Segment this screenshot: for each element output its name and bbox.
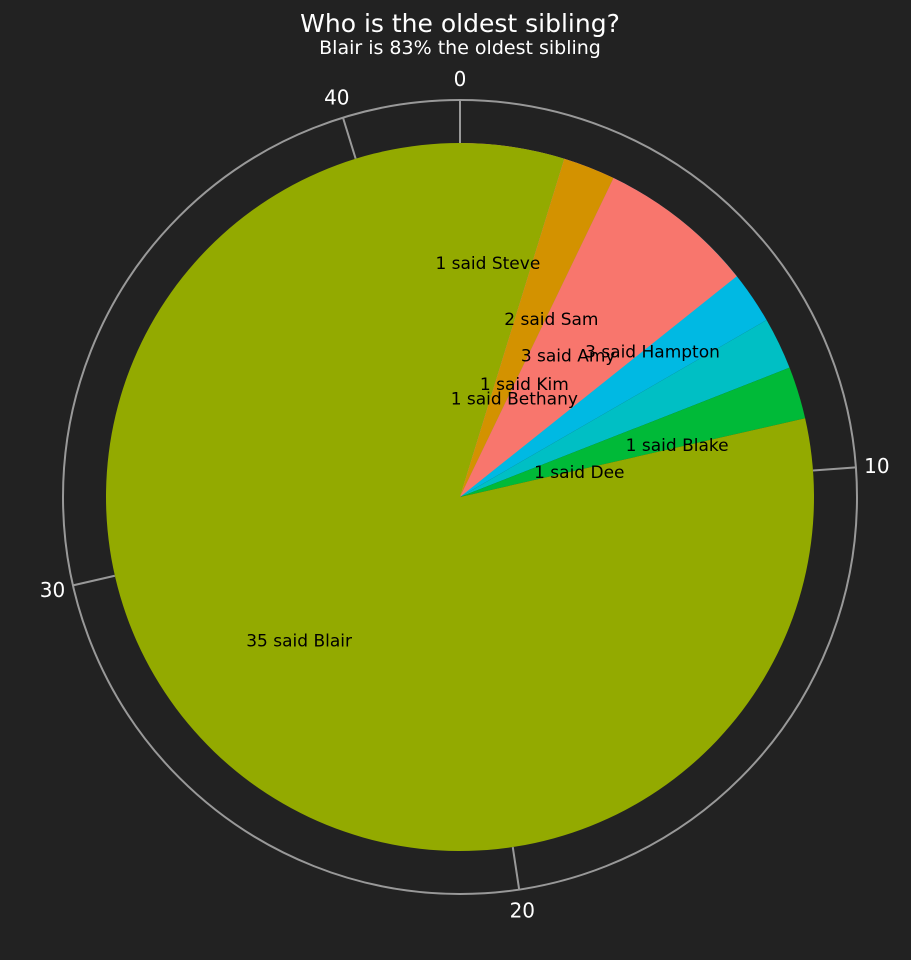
slice-label-bethany: 1 said Bethany — [451, 390, 578, 410]
axis-tick-label: 10 — [864, 454, 889, 478]
radial-axis: 0 10 20 30 40 — [40, 67, 890, 922]
slice-label-blake: 1 said Blake — [626, 436, 729, 456]
slice-label-sam: 2 said Sam — [504, 310, 598, 330]
pie-slices — [106, 142, 814, 851]
slice-label-hampton: 3 said Hampton — [585, 342, 720, 362]
slice-label-dee: 1 said Dee — [534, 463, 624, 483]
slice-label-amy: 3 said Amy — [521, 346, 616, 366]
axis-tick — [72, 574, 116, 587]
slice-label-blair: 35 said Blair — [246, 631, 352, 651]
slice-label-steve: 1 said Steve — [435, 254, 540, 274]
pie-slice-bethany — [460, 158, 614, 497]
pie-slice-blake — [460, 367, 806, 497]
axis-tick-label: 40 — [324, 86, 349, 110]
axis-tick — [812, 466, 856, 472]
axis-tick-label: 20 — [510, 898, 535, 922]
axis-tick — [511, 846, 521, 890]
slice-label-kim: 1 said Kim — [480, 375, 569, 395]
axis-tick-label: 0 — [454, 67, 467, 91]
pie-slice-dee — [460, 320, 790, 497]
axis-tick — [342, 117, 357, 160]
pie-slice-amy — [460, 178, 737, 498]
chart-subtitle: Blair is 83% the oldest sibling — [319, 37, 601, 59]
axis-tick-label: 30 — [40, 578, 65, 602]
chart-title: Who is the oldest sibling? — [300, 9, 620, 38]
pie-slice-blair — [106, 142, 814, 851]
slice-labels: 1 said Steve 2 said Sam 1 said Kim 3 said H… — [246, 254, 728, 651]
